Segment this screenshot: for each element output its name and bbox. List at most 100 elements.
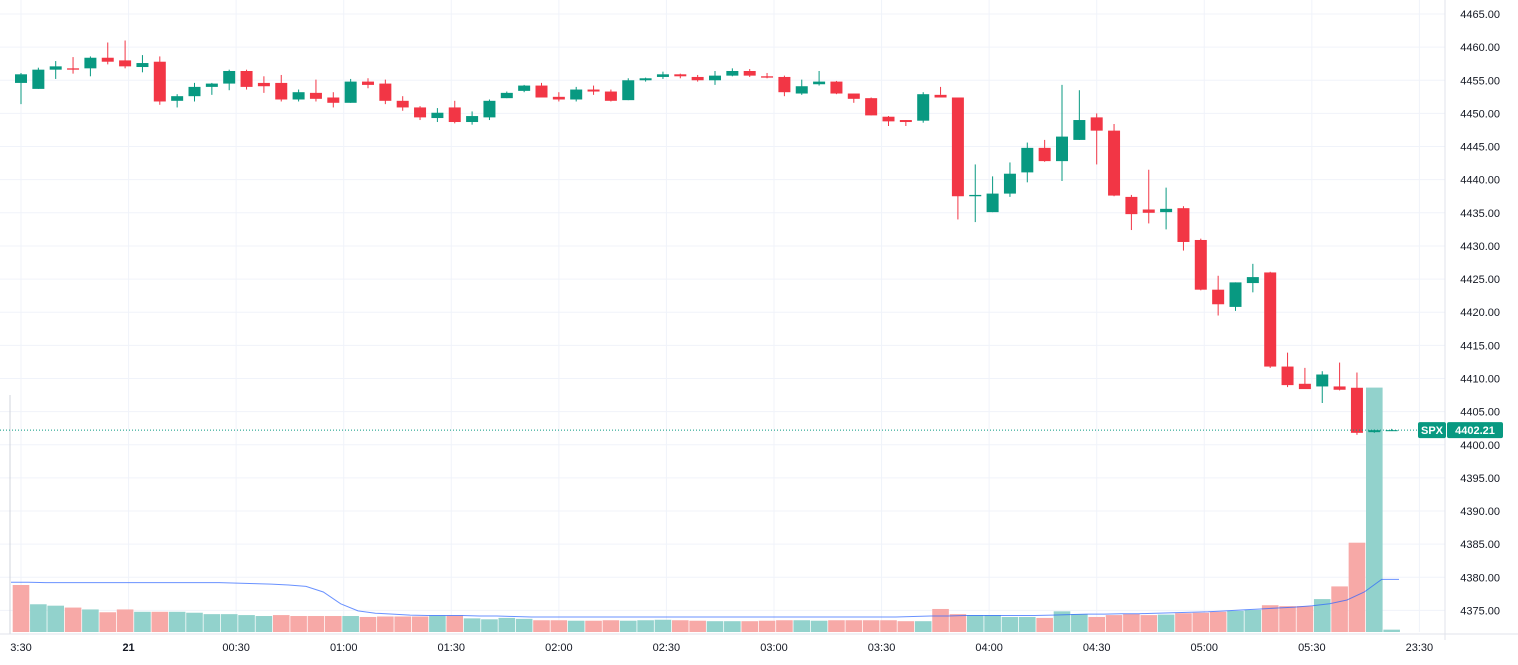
candle-body xyxy=(414,107,427,118)
volume-bar xyxy=(689,620,706,632)
candle-body xyxy=(1160,208,1173,213)
price-tick-label: 4465.00 xyxy=(1460,9,1500,21)
chart-grid xyxy=(0,0,1445,634)
volume-bar xyxy=(307,616,325,632)
volume-bar xyxy=(949,614,967,632)
candle-body xyxy=(986,193,999,213)
price-tick-label: 4460.00 xyxy=(1460,42,1500,54)
volume-bar xyxy=(64,607,82,632)
volume-bar xyxy=(411,616,429,632)
volume-bar xyxy=(30,604,47,632)
volume-bar xyxy=(810,620,828,632)
candle-body xyxy=(1229,282,1242,307)
candle-body xyxy=(1385,430,1398,432)
volume-bar xyxy=(845,620,863,632)
volume-bar xyxy=(290,616,307,632)
candle-body xyxy=(205,83,218,87)
volume-bar xyxy=(1157,614,1175,632)
volume-bar xyxy=(220,614,238,632)
volume-bar xyxy=(897,621,915,632)
volume-bar xyxy=(1140,615,1158,632)
candle xyxy=(119,40,132,69)
candle xyxy=(587,85,600,95)
volume-bar xyxy=(481,619,498,632)
volume-bar xyxy=(862,620,880,632)
candle-body xyxy=(1177,208,1190,242)
price-axis[interactable]: 4465.00 4460.00 4455.00 4450.00 4445.00 4440.… xyxy=(1444,0,1500,640)
candle xyxy=(1160,187,1173,230)
volume-bar xyxy=(1209,611,1227,632)
price-tick-label: 4415.00 xyxy=(1460,340,1500,352)
candle-body xyxy=(1108,130,1121,196)
candle-body xyxy=(466,116,479,123)
candle xyxy=(552,92,565,102)
candle-body xyxy=(396,100,409,108)
candle xyxy=(674,73,687,79)
candle xyxy=(327,92,340,108)
candle-body xyxy=(1212,289,1225,305)
candle xyxy=(743,69,756,77)
candle-body xyxy=(761,76,774,78)
candle xyxy=(656,71,669,79)
candle xyxy=(726,68,739,77)
candle xyxy=(1385,428,1398,432)
candle xyxy=(639,77,652,82)
candle xyxy=(205,82,218,95)
time-tick-label: 03:30 xyxy=(868,642,896,654)
candle-body xyxy=(1281,366,1294,386)
candle-body xyxy=(119,60,132,67)
candle xyxy=(431,108,444,123)
candle-body xyxy=(622,80,635,101)
candle-body xyxy=(1125,196,1138,215)
candle-body xyxy=(15,74,27,83)
volume-bar xyxy=(134,611,151,632)
time-tick-label: 21 xyxy=(122,642,134,654)
volume-bar xyxy=(498,617,516,632)
candle-body xyxy=(813,81,826,85)
candle-body xyxy=(674,74,687,77)
price-tick-label: 4420.00 xyxy=(1460,307,1500,319)
candle xyxy=(362,78,374,89)
volume-bar xyxy=(1192,612,1210,632)
candle-body xyxy=(67,68,80,70)
candle-body xyxy=(830,81,843,94)
candle-body xyxy=(362,81,374,85)
candle-body xyxy=(32,69,45,89)
volume-bar xyxy=(1036,617,1053,632)
candle xyxy=(813,70,826,86)
time-axis[interactable]: 3:30 21 00:30 01:00 01:30 02:00 02:30 03:00 03:3… xyxy=(0,633,1518,654)
volume-bar xyxy=(255,616,273,632)
volume-bar xyxy=(463,618,481,632)
candle-body xyxy=(101,57,114,62)
volume-bar xyxy=(966,615,984,632)
volume-bar xyxy=(672,620,689,632)
candle xyxy=(171,94,184,108)
volume-bar xyxy=(758,620,776,632)
volume-bar xyxy=(238,615,255,632)
volume-bar xyxy=(359,616,377,632)
candle-body xyxy=(743,70,756,76)
volume-bar xyxy=(377,616,394,632)
candle xyxy=(396,96,409,111)
candle xyxy=(67,57,80,74)
volume-bar xyxy=(1053,611,1071,632)
candle-body xyxy=(379,83,392,101)
candle-body xyxy=(223,70,236,84)
candle-body xyxy=(934,94,947,98)
candle xyxy=(223,69,236,91)
volume-bar xyxy=(1019,616,1036,632)
volume-bar xyxy=(47,605,64,632)
candle-body xyxy=(656,74,669,77)
candle-body xyxy=(639,78,652,81)
time-tick-label: 04:30 xyxy=(1083,642,1111,654)
candle xyxy=(1246,263,1259,293)
candle-body xyxy=(1021,147,1034,173)
candle-body xyxy=(153,61,166,102)
candle-body xyxy=(865,98,878,116)
candle xyxy=(483,99,496,121)
candle xyxy=(1073,90,1086,140)
volume-bar xyxy=(99,612,117,632)
volume-bar xyxy=(654,619,672,632)
volume-moving-average-line xyxy=(11,578,1399,618)
